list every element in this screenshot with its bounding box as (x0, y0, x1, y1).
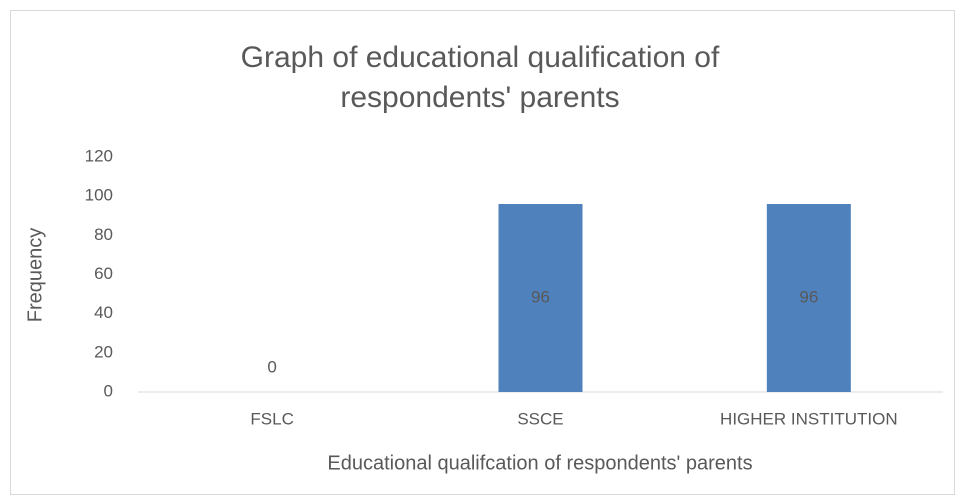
y-tick-label: 60 (94, 264, 113, 283)
y-tick-label: 20 (94, 342, 113, 361)
y-tick-label: 80 (94, 225, 113, 244)
y-tick-label: 40 (94, 303, 113, 322)
x-tick-label: FSLC (250, 409, 293, 428)
y-tick-label: 100 (85, 186, 113, 205)
y-tick-label: 120 (85, 146, 113, 165)
data-label: 96 (799, 287, 818, 306)
bar (498, 204, 583, 392)
x-tick-label: HIGHER INSTITUTION (720, 409, 898, 428)
data-label: 96 (531, 287, 550, 306)
x-axis-label: Educational qualifcation of respondents'… (327, 452, 752, 474)
x-tick-label: SSCE (517, 409, 563, 428)
chart-title: Graph of educational qualification of re… (240, 41, 720, 114)
y-tick-label: 0 (104, 381, 113, 400)
data-label: 0 (267, 357, 276, 376)
y-axis-label: Frequency (24, 228, 46, 323)
bar (766, 204, 851, 392)
